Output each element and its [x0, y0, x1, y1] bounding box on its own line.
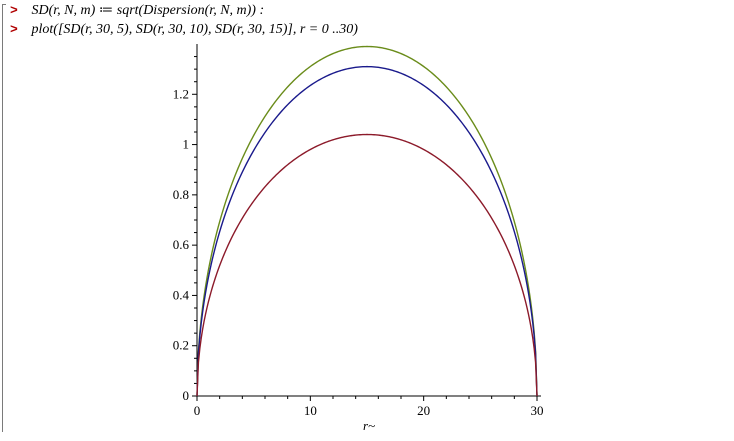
execution-group-bracket[interactable] [2, 4, 6, 432]
command-line-plot[interactable]: > plot([SD(r, 30, 5), SD(r, 30, 10), SD(… [10, 21, 358, 39]
curves [196, 45, 538, 397]
y-tick-label: 1.2 [173, 86, 189, 101]
x-tick-label: 30 [531, 403, 544, 418]
tick-labels: 0 10 20 30 0 0.2 0.4 0.6 0.8 1 1.2 r~ [173, 86, 544, 433]
y-tick-label: 1 [183, 137, 190, 152]
x-tick-label: 0 [194, 403, 201, 418]
plot-canvas[interactable]: 0 10 20 30 0 0.2 0.4 0.6 0.8 1 1.2 r~ [150, 40, 570, 436]
y-tick-label: 0.8 [173, 187, 189, 202]
command-text[interactable]: SD(r, N, m) ≔ sqrt(Dispersion(r, N, m)) … [31, 3, 265, 18]
sd-curve-2 [196, 65, 538, 397]
x-tick-label: 20 [417, 403, 430, 418]
plot-output[interactable]: 0 10 20 30 0 0.2 0.4 0.6 0.8 1 1.2 r~ [150, 40, 570, 436]
y-tick-label: 0.2 [173, 338, 189, 353]
input-prompt: > [10, 3, 18, 18]
y-tick-label: 0 [183, 388, 190, 403]
sd-curve-3 [196, 133, 538, 397]
x-tick-label: 10 [304, 403, 317, 418]
axes [192, 44, 541, 401]
x-axis-label: r~ [363, 418, 375, 433]
command-line-define-sd[interactable]: > SD(r, N, m) ≔ sqrt(Dispersion(r, N, m)… [10, 2, 264, 20]
y-tick-label: 0.4 [173, 287, 190, 302]
y-tick-label: 0.6 [173, 237, 190, 252]
sd-curve-1 [196, 45, 538, 397]
command-text[interactable]: plot([SD(r, 30, 5), SD(r, 30, 10), SD(r,… [31, 22, 358, 37]
input-prompt: > [10, 22, 18, 37]
